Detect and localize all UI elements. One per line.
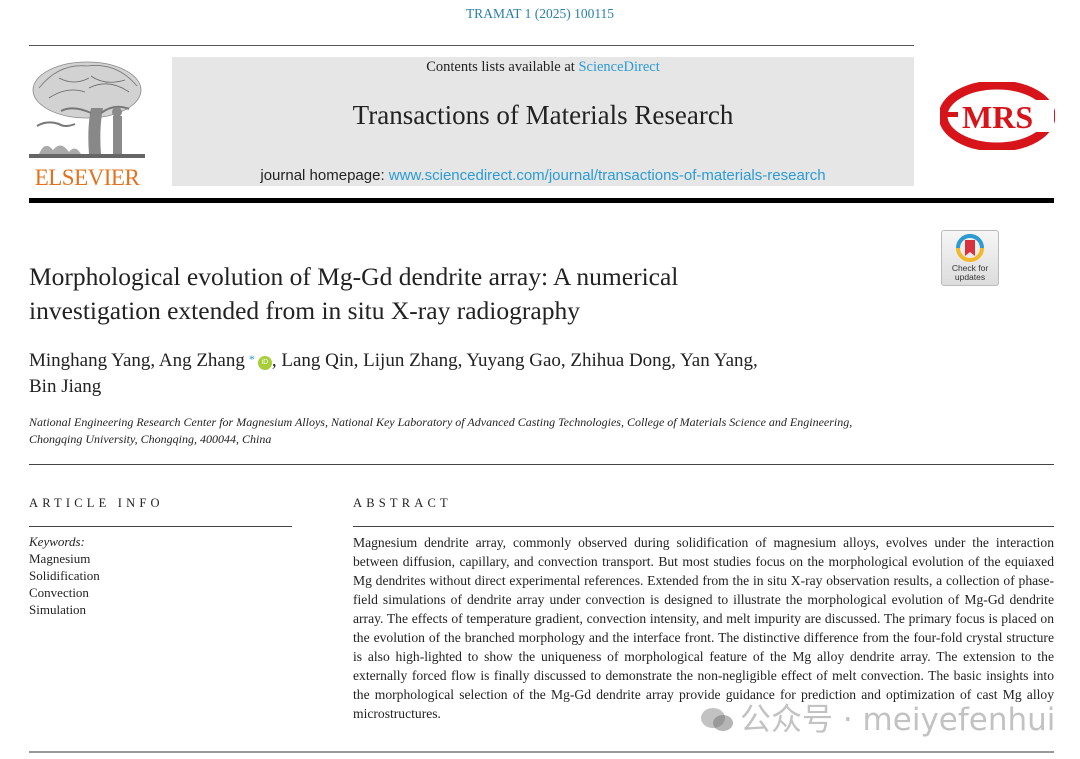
abstract-heading: ABSTRACT: [353, 496, 452, 510]
keyword-item: Simulation: [29, 602, 87, 617]
keyword-item: Convection: [29, 585, 89, 600]
homepage-prefix: journal homepage:: [260, 167, 389, 184]
article-title: Morphological evolution of Mg-Gd dendrit…: [29, 260, 909, 328]
article-info-heading: ARTICLE INFO: [29, 496, 164, 510]
affiliation: National Engineering Research Center for…: [29, 414, 929, 448]
author-list: Minghang Yang, Ang Zhang * iD, Lang Qin, L…: [29, 350, 758, 397]
author-name[interactable]: Yuyang Gao: [466, 350, 561, 371]
check-updates-line1: Check for: [951, 263, 989, 273]
check-updates-label: Check for updates: [942, 264, 998, 281]
keyword-item: Solidification: [29, 568, 100, 583]
author-name[interactable]: Ang Zhang: [158, 350, 245, 371]
author-name[interactable]: Zhihua Dong: [570, 350, 672, 371]
keywords-block: Keywords: Magnesium Solidification Conve…: [29, 533, 100, 618]
mrs-society-logo[interactable]: MRS: [938, 80, 1056, 152]
mrs-logo-text: MRS: [962, 99, 1033, 135]
header-divider: [29, 198, 1054, 203]
corresponding-author-marker[interactable]: *: [248, 352, 255, 366]
section-divider: [29, 464, 1054, 465]
homepage-link[interactable]: www.sciencedirect.com/journal/transactio…: [388, 167, 826, 184]
author-name[interactable]: Lijun Zhang: [363, 350, 458, 371]
elsevier-wordmark: ELSEVIER: [34, 165, 140, 190]
check-updates-icon: [956, 234, 984, 262]
affiliation-line2: Chongqing University, Chongqing, 400044,…: [29, 432, 272, 446]
contents-line: Contents lists available at ScienceDirec…: [172, 59, 914, 76]
sciencedirect-link[interactable]: ScienceDirect: [578, 59, 660, 75]
author-name[interactable]: Minghang Yang: [29, 350, 151, 371]
top-divider: [29, 45, 914, 46]
check-updates-line2: updates: [954, 271, 986, 282]
author-name[interactable]: Yan Yang: [679, 350, 754, 371]
affiliation-line1: National Engineering Research Center for…: [29, 415, 853, 429]
elsevier-tree-icon: [29, 61, 145, 158]
bottom-divider: [29, 751, 1054, 753]
author-name[interactable]: Lang Qin: [281, 350, 354, 371]
abstract-divider: [353, 526, 1054, 527]
mrs-logo-icon: MRS: [938, 80, 1056, 152]
keyword-item: Magnesium: [29, 551, 91, 566]
abstract-text: Magnesium dendrite array, commonly obser…: [353, 535, 1054, 721]
journal-citation: TRAMAT 1 (2025) 100115: [465, 6, 615, 21]
article-title-line1: Morphological evolution of Mg-Gd dendrit…: [29, 262, 679, 291]
journal-title: Transactions of Materials Research: [352, 100, 734, 130]
article-info-divider: [29, 526, 292, 527]
author-name[interactable]: Bin Jiang: [29, 376, 102, 397]
journal-homepage: journal homepage: www.sciencedirect.com/…: [172, 167, 914, 184]
check-for-updates-button[interactable]: Check for updates: [941, 230, 999, 286]
orcid-icon[interactable]: iD: [257, 356, 272, 370]
journal-banner: Contents lists available at ScienceDirec…: [172, 57, 914, 186]
keywords-label: Keywords:: [29, 534, 85, 549]
article-title-line2: investigation extended from in situ X-ra…: [29, 296, 580, 325]
elsevier-logo[interactable]: ELSEVIER: [29, 58, 145, 190]
contents-prefix: Contents lists available at: [426, 59, 579, 75]
